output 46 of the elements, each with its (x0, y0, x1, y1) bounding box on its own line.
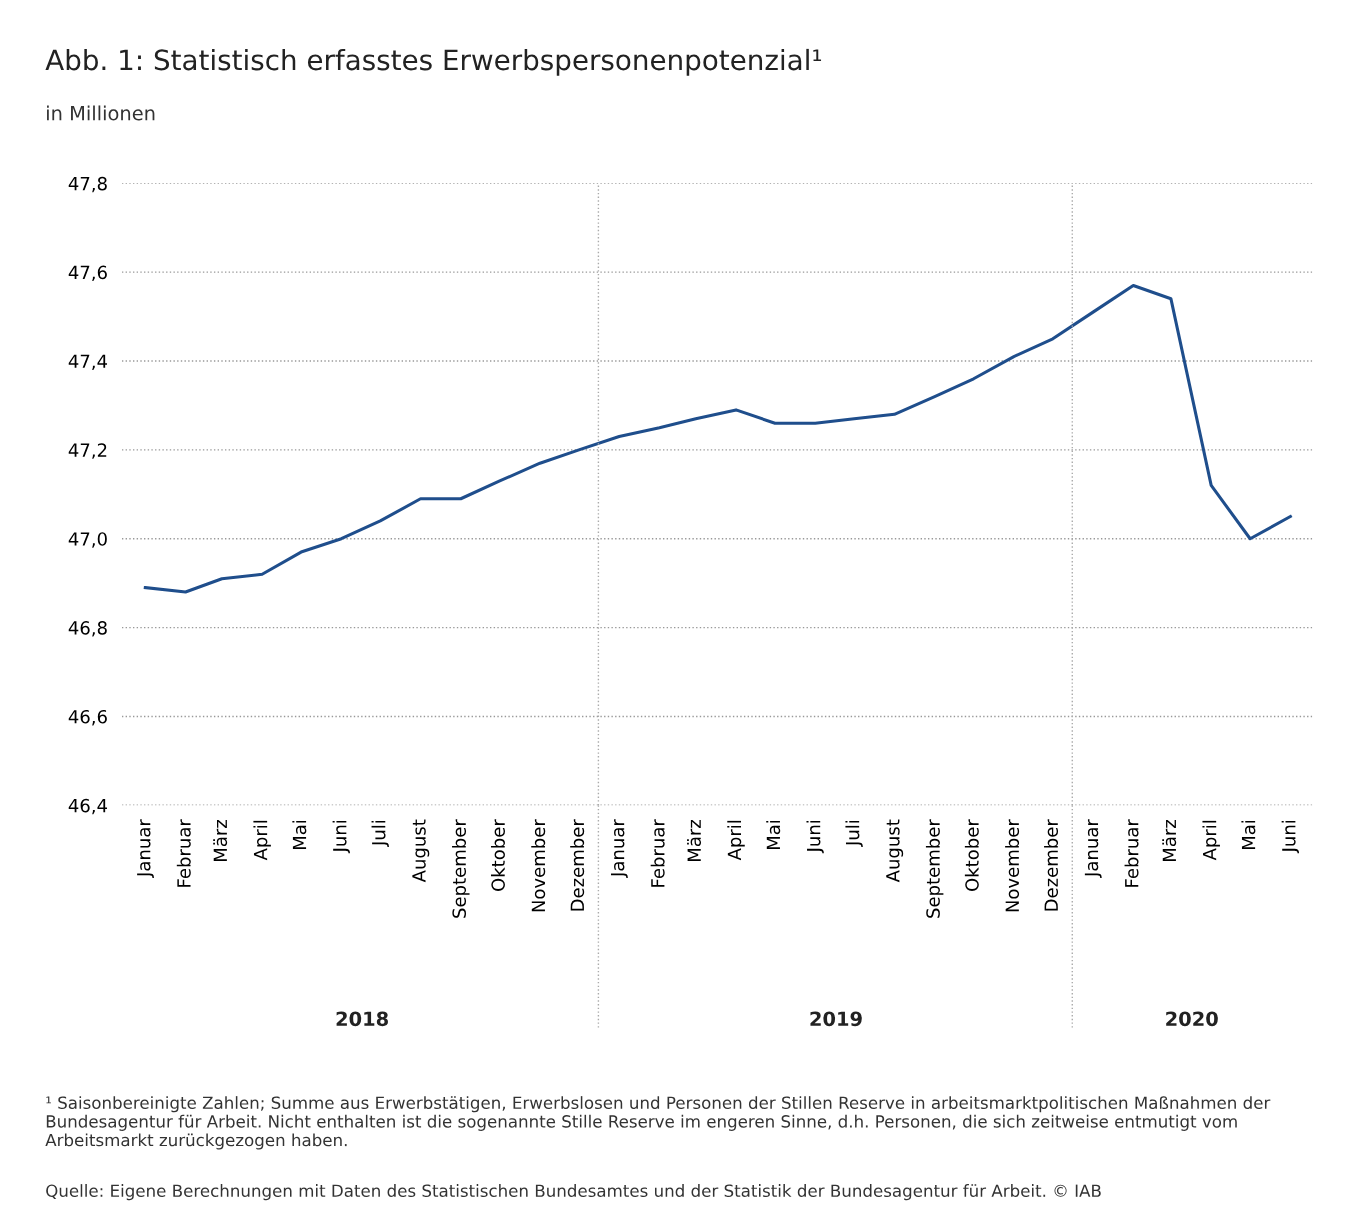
x-tick-label: Februar (1124, 819, 1139, 887)
chart-subtitle: in Millionen (47, 105, 155, 121)
x-tick-label: September (925, 819, 944, 918)
y-tick-label: 47,6 (68, 265, 107, 282)
x-tick-label: August (886, 819, 904, 883)
x-tick-label: April (727, 820, 745, 861)
text: 2019 (810, 1011, 862, 1027)
x-tick-label: Juli (371, 820, 389, 847)
x-tick-label: Oktober (490, 819, 505, 891)
y-tick-label: 46,4 (68, 798, 108, 815)
x-tick-label: Oktober (964, 819, 979, 891)
text: 2020 (1166, 1011, 1218, 1027)
y-tick-label: 47,0 (68, 532, 107, 548)
x-tick-label: November (1005, 819, 1020, 912)
x-tick-label: März (213, 819, 228, 861)
x-tick-label: März (687, 819, 702, 861)
x-tick-label: Juli (845, 820, 863, 847)
chart-title: Abb. 1: Statistisch erfasstes Erwerbspersonenpotenzial¹ (45, 48, 822, 76)
text: ¹ Saisonbereinigte Zahlen; Summe aus Erwerbstätigen, Erwerbslosen und Personen der Stillen Reserve in arbeitsmarktpolitischen Maßnahmen der Bundesagentur für Arbeit. Nicht enthalten ist die sogenannte Stille Reserve im engeren Sinne, d.h. Personen, die sich zeitweise entmutigt vom Arbeitsmarkt zurückgezogen haben. (45, 1096, 1271, 1150)
source-note: Quelle: Eigene Berechnungen mit Daten des Statistischen Bundesamtes und der Statistik der Bundesagentur für Arbeit. © IAB (46, 1184, 1101, 1201)
x-tick-label: August (412, 819, 430, 883)
text: 2018 (336, 1011, 388, 1027)
x-tick-label: Juni (332, 820, 350, 854)
x-tick-label: Juni (806, 820, 824, 854)
x-tick-label: Dezember (570, 819, 585, 911)
y-tick-label: 47,8 (68, 176, 107, 193)
y-tick-label: 46,6 (68, 709, 107, 726)
x-tick-label: Februar (650, 819, 665, 887)
x-tick-label: April (253, 820, 271, 861)
x-tick-label: Dezember (1044, 819, 1059, 911)
y-tick-label: 47,4 (68, 354, 108, 370)
y-tick-label: 47,2 (68, 443, 107, 459)
x-tick-label: Mai (292, 820, 307, 850)
x-tick-label: Juni (1281, 820, 1299, 854)
x-tick-label: Februar (176, 819, 191, 887)
x-tick-label: September (452, 819, 470, 918)
x-tick-label: Januar (1084, 819, 1102, 878)
x-tick-label: März (1162, 819, 1177, 861)
x-tick-label: Mai (1241, 820, 1256, 850)
line-series (143, 283, 1292, 594)
x-tick-label: April (1202, 820, 1220, 861)
x-tick-label: Januar (610, 819, 628, 878)
y-tick-label: 46,8 (68, 621, 107, 637)
x-tick-label: November (531, 819, 546, 912)
x-tick-label: Januar (137, 819, 154, 878)
x-tick-label: Mai (766, 820, 781, 850)
